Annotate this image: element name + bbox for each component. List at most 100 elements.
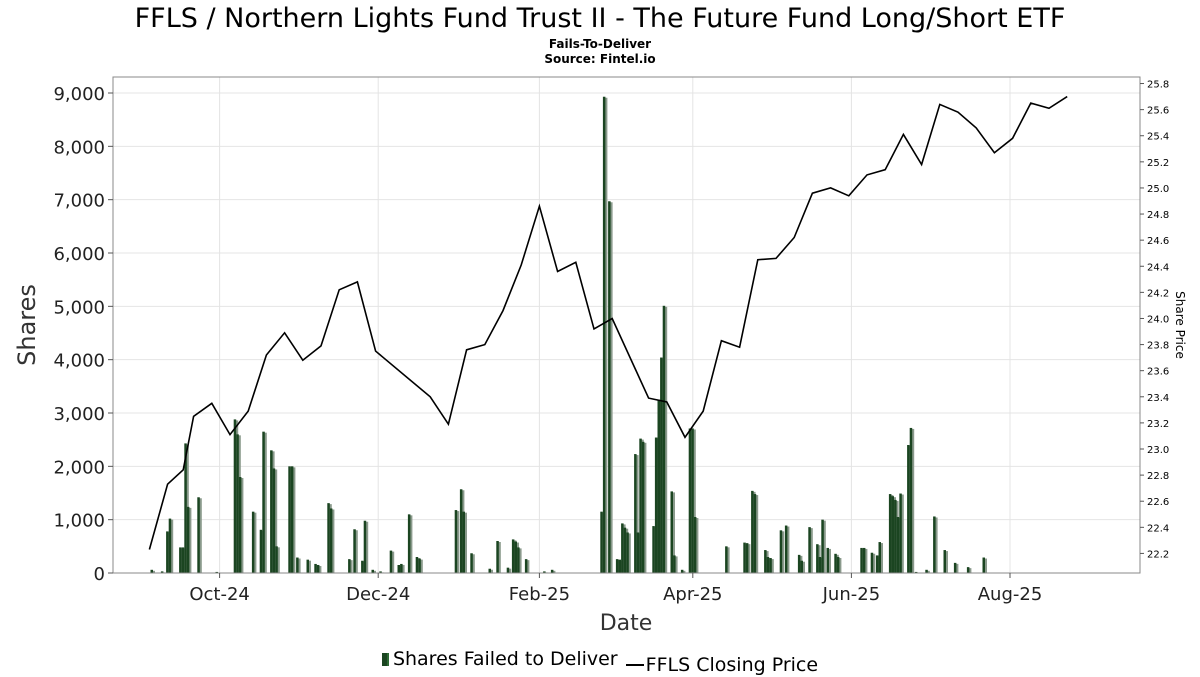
y2-tick-label: 25.8 — [1147, 80, 1169, 91]
chart-title: FFLS / Northern Lights Fund Trust II - T… — [134, 3, 1066, 34]
y-tick-label: 2,000 — [53, 457, 105, 478]
y2-tick-label: 25.2 — [1147, 158, 1169, 169]
ftd-bar — [608, 201, 611, 573]
ftd-bar — [896, 517, 900, 573]
x-tick-label: Oct-24 — [189, 584, 250, 605]
ftd-bar — [329, 508, 333, 573]
ftd-bar-shadow — [490, 569, 493, 573]
y-tick-label: 5,000 — [53, 297, 105, 318]
ftd-bar — [909, 427, 913, 573]
ftd-bar-shadow — [456, 511, 460, 573]
ftd-bars — [150, 96, 987, 574]
ftd-bar-shadow — [253, 512, 257, 573]
ftd-bar — [662, 305, 666, 573]
ftd-bar — [818, 557, 822, 573]
legend-label-ftd: Shares Failed to Deliver — [392, 648, 618, 670]
ftd-bar — [418, 558, 421, 573]
y2-tick-label: 24.8 — [1147, 210, 1169, 221]
ftd-bar — [506, 567, 510, 573]
ftd-bar-shadow — [786, 526, 790, 573]
ftd-bar — [361, 560, 364, 573]
ftd-bar — [870, 552, 874, 573]
ftd-bar — [363, 520, 367, 573]
ftd-bar — [236, 434, 239, 573]
ftd-bar-shadow — [643, 442, 647, 573]
ftd-bar — [673, 555, 676, 573]
ftd-bar — [270, 450, 273, 573]
ftd-bar — [914, 571, 918, 573]
ftd-bar — [602, 96, 606, 573]
y2-tick-label: 23.4 — [1147, 393, 1169, 404]
ftd-bar — [660, 357, 663, 573]
ftd-bar — [907, 445, 910, 573]
y-axis-label: Shares — [13, 284, 41, 366]
ftd-bar — [743, 542, 746, 573]
ftd-bar — [688, 428, 692, 573]
ftd-bar-shadow — [968, 568, 972, 573]
ftd-bar — [691, 428, 694, 573]
ftd-bar-shadow — [901, 494, 904, 573]
ftd-bar — [353, 529, 356, 573]
ftd-bar — [290, 466, 294, 573]
ftd-bar — [693, 517, 697, 573]
y2-tick-label: 25.4 — [1147, 132, 1169, 143]
ftd-bar-shadow — [945, 551, 948, 573]
ftd-bar — [878, 542, 881, 573]
ftd-bar — [836, 557, 840, 573]
bar-swatch-icon — [381, 652, 389, 666]
price-line — [148, 95, 1068, 550]
ftd-bar-shadow — [693, 429, 696, 573]
ftd-bar — [514, 541, 517, 573]
ftd-bar-shadow — [935, 517, 938, 573]
ftd-bar — [179, 547, 182, 573]
ftd-bar — [371, 569, 374, 573]
ftd-bar — [862, 547, 866, 573]
ftd-bar — [800, 560, 803, 573]
chart-subtitle: Fails-To-Deliver — [548, 37, 652, 51]
x-tick-label: Jun-25 — [822, 584, 881, 605]
ftd-bar-shadow — [755, 495, 759, 573]
plot-frame — [112, 76, 1141, 574]
x-tick-label: Feb-25 — [509, 584, 570, 605]
ftd-bar — [641, 441, 645, 573]
line-swatch-icon — [625, 663, 644, 666]
ftd-bar — [618, 559, 621, 573]
ftd-bar — [808, 527, 811, 573]
ftd-bar-shadow — [552, 570, 556, 573]
ftd-bar-shadow — [828, 548, 831, 573]
ftd-bar-shadow — [864, 548, 868, 573]
ftd-bar-shadow — [365, 521, 369, 573]
ftd-bar-shadow — [675, 556, 678, 573]
legend-item-ftd: Shares Failed to Deliver — [381, 647, 618, 671]
ftd-bar — [454, 510, 458, 573]
ftd-bar — [860, 547, 863, 573]
ftd-bar — [753, 494, 757, 573]
ftd-bar — [634, 454, 637, 573]
y2-tick-label: 23.6 — [1147, 367, 1169, 378]
ftd-bar — [925, 569, 928, 573]
ftd-bar — [550, 569, 554, 573]
ftd-bar — [150, 569, 153, 573]
ftd-bar — [543, 571, 546, 573]
ftd-bar-shadow — [747, 544, 751, 573]
y-tick-label: 7,000 — [53, 191, 105, 212]
ftd-bar — [670, 491, 673, 573]
ftd-bar — [296, 557, 299, 573]
ftd-bar — [600, 511, 603, 573]
ftd-bar — [779, 530, 783, 573]
y-tick-label: 1,000 — [53, 511, 105, 532]
ftd-bar — [166, 531, 169, 573]
ftd-bar-shadow — [292, 467, 296, 573]
ftd-bar-shadow — [838, 558, 842, 573]
ftd-bar-shadow — [188, 507, 192, 573]
ftd-bar-shadow — [472, 554, 475, 573]
ftd-bar-shadow — [274, 469, 278, 573]
y2-tick-label: 22.6 — [1147, 497, 1169, 508]
ftd-bar — [816, 544, 819, 573]
x-tick-label: Aug-25 — [978, 584, 1043, 605]
ftd-bar — [186, 506, 190, 573]
ftd-bar — [379, 571, 382, 573]
ftd-bar-shadow — [240, 478, 244, 573]
ftd-bar — [826, 547, 829, 573]
